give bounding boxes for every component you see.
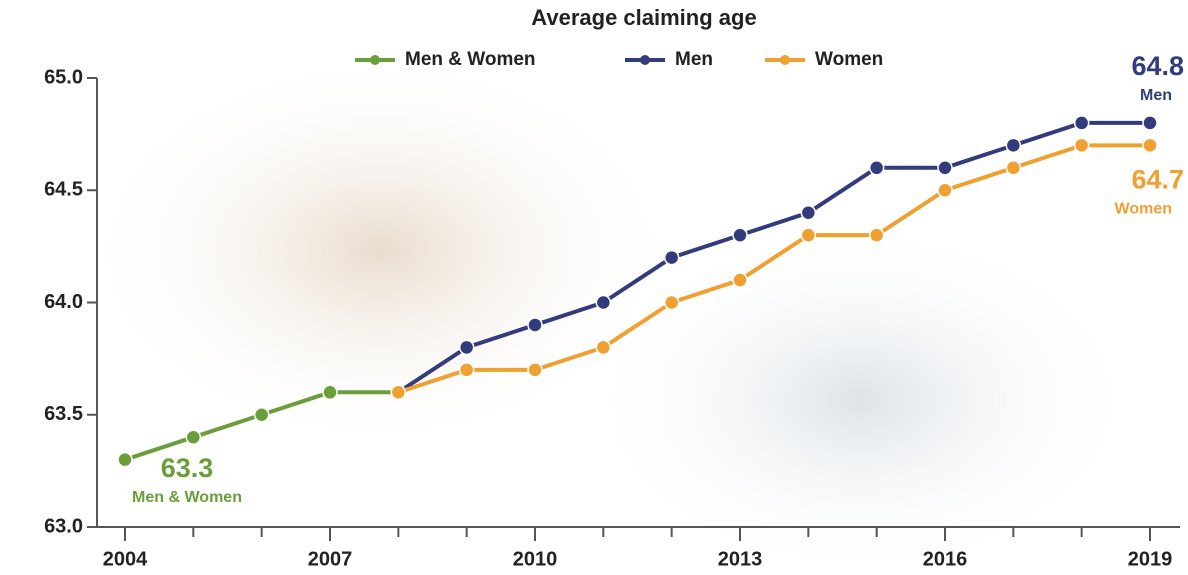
point <box>870 161 884 175</box>
point <box>870 228 884 242</box>
background-photo <box>580 220 1140 575</box>
legend-label: Men & Women <box>405 49 536 70</box>
point <box>1143 138 1157 152</box>
y-tick-label: 63.0 <box>44 515 83 537</box>
x-tick-label: 2013 <box>718 548 763 570</box>
point <box>1006 161 1020 175</box>
legend-label: Men <box>675 49 713 70</box>
point <box>596 296 610 310</box>
point <box>938 183 952 197</box>
point <box>528 363 542 377</box>
chart-title: Average claiming age <box>531 5 756 30</box>
point <box>1075 116 1089 130</box>
annotation-label: Men & Women <box>132 489 242 506</box>
annotation-label: Women <box>1115 201 1172 218</box>
x-tick-label: 2016 <box>923 548 968 570</box>
x-tick-label: 2007 <box>308 548 353 570</box>
legend-marker <box>640 55 650 65</box>
point <box>801 206 815 220</box>
point <box>528 318 542 332</box>
y-tick-label: 64.5 <box>44 179 83 201</box>
point <box>460 363 474 377</box>
point <box>391 385 405 399</box>
point <box>733 228 747 242</box>
point <box>1143 116 1157 130</box>
x-tick-label: 2004 <box>103 548 148 570</box>
annotation-label: Men <box>1140 87 1172 104</box>
annotation-value: 64.8 <box>1131 51 1184 81</box>
point <box>186 430 200 444</box>
point <box>1075 138 1089 152</box>
point <box>665 251 679 265</box>
y-tick-label: 64.0 <box>44 291 83 313</box>
legend: Men & Women Men Women <box>355 49 883 70</box>
point <box>255 408 269 422</box>
point <box>323 385 337 399</box>
annotation-value: 63.3 <box>161 453 214 483</box>
point <box>938 161 952 175</box>
point <box>1006 138 1020 152</box>
annotation-value: 64.7 <box>1131 164 1184 194</box>
point <box>596 340 610 354</box>
y-tick-label: 63.5 <box>44 403 83 425</box>
point <box>665 296 679 310</box>
point <box>801 228 815 242</box>
chart: Average claiming age Men & Women Men Women… <box>0 0 1188 575</box>
x-tick-label: 2019 <box>1128 548 1173 570</box>
y-tick-label: 65.0 <box>44 66 83 88</box>
point <box>733 273 747 287</box>
legend-label: Women <box>815 49 883 70</box>
legend-marker <box>370 55 380 65</box>
legend-marker <box>780 55 790 65</box>
x-tick-label: 2010 <box>513 548 558 570</box>
point <box>460 340 474 354</box>
point <box>118 453 132 467</box>
